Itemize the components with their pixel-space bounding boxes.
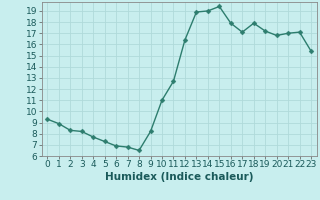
X-axis label: Humidex (Indice chaleur): Humidex (Indice chaleur) — [105, 172, 253, 182]
